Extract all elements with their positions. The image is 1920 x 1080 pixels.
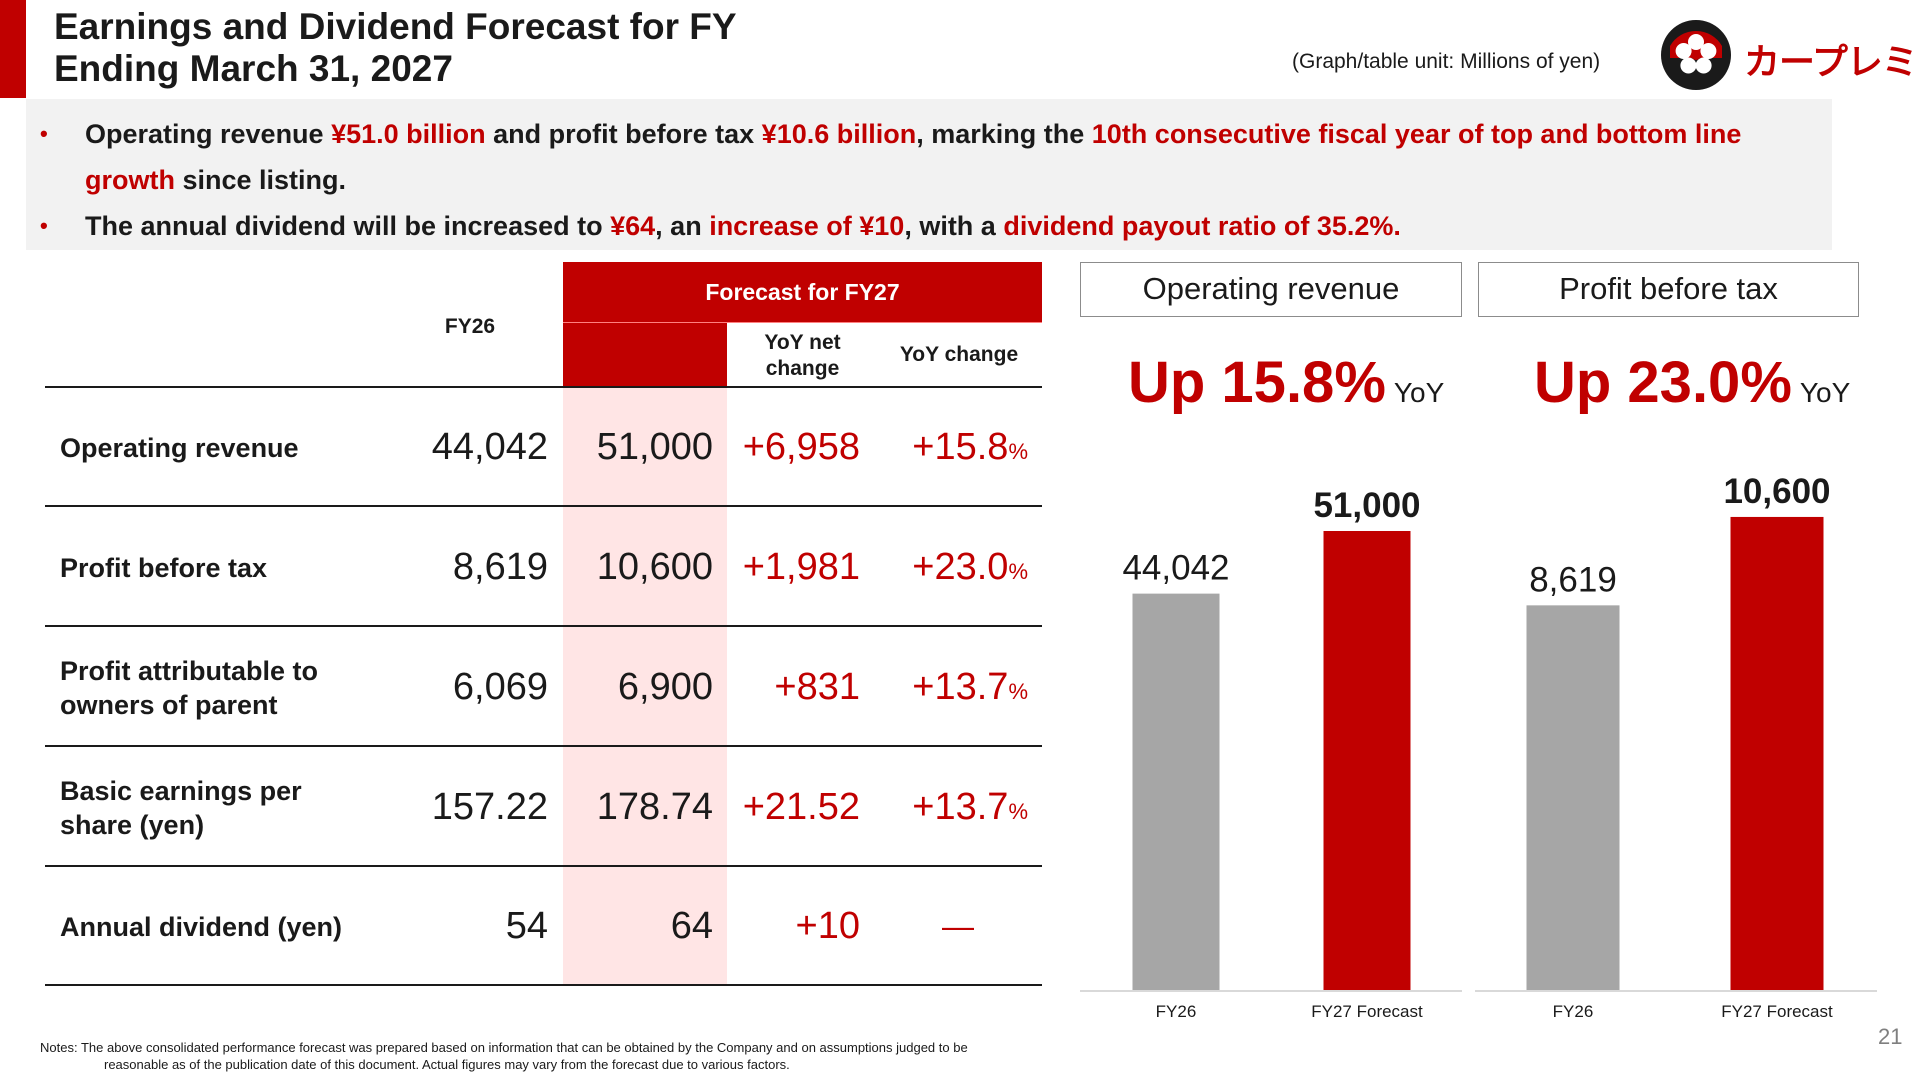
headline-operating-revenue: Up 15.8% YoY [1128, 350, 1444, 426]
bullet-text: and profit before tax [485, 119, 762, 149]
row-label-profit-before-tax: Profit before tax [60, 553, 268, 583]
bullet-text: , with a [904, 211, 1004, 241]
cell-yoy-change: +13.7% [880, 785, 1028, 834]
bullet-text: , marking the [916, 119, 1092, 149]
change-value: +15.8 [912, 426, 1009, 468]
headline-yoy: YoY [1393, 377, 1445, 408]
pct-sign: % [1008, 559, 1028, 584]
pct-sign: % [1008, 439, 1028, 464]
bullet-highlight: increase of ¥10 [709, 211, 905, 241]
cell-fy27: 64 [670, 905, 713, 947]
table-rule [45, 865, 1042, 867]
cell-yoy-net: +21.52 [742, 786, 860, 828]
change-value: +23.0 [912, 546, 1009, 588]
cell-yoy-change: +13.7% [880, 665, 1028, 714]
bullet-text: Operating revenue [85, 119, 332, 149]
headline-profit-before-tax: Up 23.0% YoY [1534, 350, 1850, 426]
page-title-line2: Ending March 31, 2027 [54, 48, 453, 89]
title-accent-bar [0, 0, 26, 98]
logo-text: カープレミア [1744, 41, 1920, 82]
cell-fy27: 10,600 [596, 546, 713, 588]
table-rule [45, 745, 1042, 747]
table-rule [45, 625, 1042, 627]
cell-fy26: 157.22 [431, 786, 548, 828]
forecast-subheader [563, 323, 727, 386]
footnote-line2: reasonable as of the publication date of… [104, 1057, 790, 1072]
cell-fy27: 6,900 [617, 666, 713, 708]
company-logo: カープレミア [1656, 18, 1920, 92]
bullet-highlight: ¥10.6 billion [761, 119, 917, 149]
header-fy26: FY26 [444, 315, 496, 338]
bar-value-label: 10,600 [1723, 472, 1830, 511]
chart-title-operating-revenue: Operating revenue [1080, 262, 1462, 317]
bullet-text: , an [655, 211, 710, 241]
category-label: FY27 Forecast [1311, 1002, 1423, 1021]
flower-logo-icon [1661, 20, 1731, 90]
table-rule [45, 386, 1042, 388]
headline-value: Up 15.8% [1128, 350, 1386, 415]
pct-sign: % [1008, 799, 1028, 824]
table-rule [45, 984, 1042, 986]
bullet-highlight: dividend payout ratio of 35.2%. [1003, 211, 1401, 241]
page-title: Earnings and Dividend Forecast for FY En… [54, 6, 954, 90]
bullet-text: The annual dividend will be increased to [85, 211, 611, 241]
row-label-annual-dividend: Annual dividend (yen) [60, 912, 343, 942]
bar-fy27-forecast [1323, 531, 1411, 990]
bar-fy26 [1526, 605, 1620, 990]
bar-value-label: 44,042 [1122, 549, 1229, 588]
pct-sign: % [1008, 679, 1028, 704]
category-label: FY26 [1553, 1002, 1594, 1021]
bar-fy26 [1132, 593, 1220, 990]
header-yoy-change: YoY change [899, 343, 1019, 366]
bullet-highlight: ¥64 [610, 211, 656, 241]
cell-fy26: 6,069 [452, 666, 548, 708]
summary-panel: • Operating revenue ¥51.0 billion and pr… [26, 99, 1832, 250]
bullet-highlight: 10th consecutive fiscal year of top and … [85, 119, 1742, 195]
table-rule [45, 505, 1042, 507]
unit-note: (Graph/table unit: Millions of yen) [1292, 50, 1601, 73]
cell-fy27: 178.74 [596, 786, 713, 828]
row-label-operating-revenue: Operating revenue [60, 433, 299, 463]
change-value: +13.7 [912, 786, 1009, 828]
headline-value: Up 23.0% [1534, 350, 1792, 415]
bullet-text: since listing. [174, 165, 347, 195]
category-label: FY27 Forecast [1721, 1002, 1833, 1021]
bar-value-label: 51,000 [1313, 486, 1420, 525]
cell-yoy-change: +15.8% [880, 425, 1028, 474]
cell-yoy-net: +6,958 [742, 426, 860, 468]
cell-fy26: 44,042 [431, 426, 548, 468]
headline-yoy: YoY [1799, 377, 1851, 408]
change-value: +13.7 [912, 666, 1009, 708]
header-yoy-net-change: YoY net change [764, 331, 841, 380]
cell-yoy-net: +1,981 [742, 546, 860, 588]
cell-yoy-change: — [942, 908, 974, 944]
footnote-line1: Notes: The above consolidated performanc… [40, 1040, 968, 1055]
bar-fy27-forecast [1730, 516, 1824, 990]
cell-fy26: 54 [505, 905, 548, 947]
chart-title-profit-before-tax: Profit before tax [1478, 262, 1859, 317]
row-label-profit-attributable: Profit attributable to owners of parent [60, 656, 318, 720]
page-number: 21 [1878, 1024, 1903, 1049]
cell-fy26: 8,619 [452, 546, 548, 588]
bullet-highlight: ¥51.0 billion [331, 119, 486, 149]
bullet-mark: • [40, 121, 48, 146]
cell-yoy-net: +10 [795, 905, 860, 947]
forecast-header: Forecast for FY27 [563, 262, 1042, 323]
footnote: Notes: The above consolidated performanc… [40, 1039, 1060, 1073]
page-title-line1: Earnings and Dividend Forecast for FY [54, 6, 737, 47]
cell-fy27: 51,000 [596, 426, 713, 468]
bar-value-label: 8,619 [1529, 560, 1617, 599]
category-label: FY26 [1156, 1002, 1197, 1021]
bullet-mark: • [40, 213, 48, 238]
cell-yoy-change: +23.0% [880, 545, 1028, 594]
row-label-basic-eps: Basic earnings per share (yen) [60, 776, 302, 840]
cell-yoy-net: +831 [774, 666, 860, 708]
forecast-header-divider [563, 322, 1042, 323]
